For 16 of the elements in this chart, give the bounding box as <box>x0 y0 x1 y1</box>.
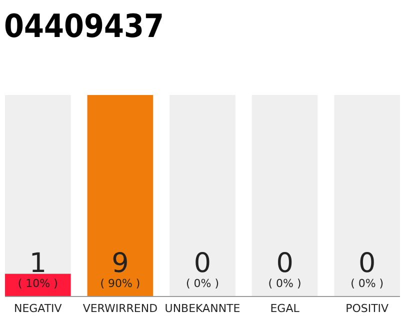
annotation: ( 0% ) <box>350 277 384 290</box>
x-tick-label: POSITIV <box>346 302 390 315</box>
data-label: 1 <box>29 248 47 279</box>
chart-title: 04409437 <box>4 7 182 45</box>
x-tick-label: NEGATIV <box>14 302 62 315</box>
annotation: 0 <box>358 248 376 279</box>
x-tick-label: EGAL <box>270 302 300 315</box>
annotation: 0 <box>276 248 294 279</box>
annotation: ( 90% ) <box>100 277 140 290</box>
annotation: ( 0% ) <box>268 277 302 290</box>
annotation: 0 <box>194 248 212 279</box>
data-label: 9 <box>112 248 129 279</box>
annotation: ( 0% ) <box>186 277 220 290</box>
x-tick-label: VERWIRREND <box>82 302 158 315</box>
x-tick-label: UNBEKANNTE <box>164 302 240 315</box>
annotation: ( 10% ) <box>18 277 58 290</box>
